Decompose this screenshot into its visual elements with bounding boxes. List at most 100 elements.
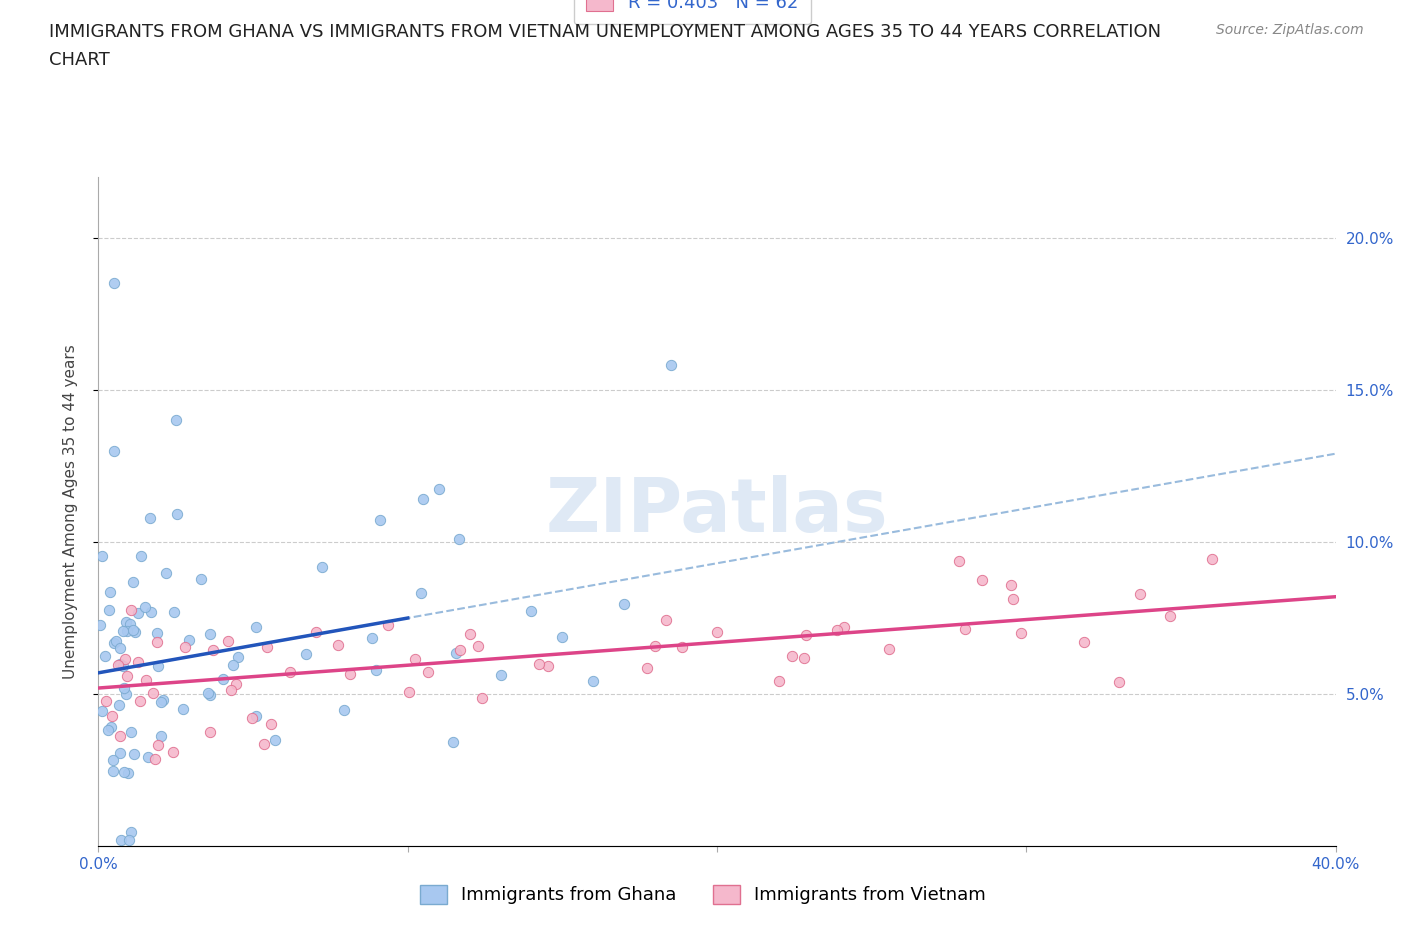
Point: [172, 701, 194, 716]
Point: [260, 717, 283, 732]
Y-axis label: Unemployment Among Ages 35 to 44 years: Unemployment Among Ages 35 to 44 years: [63, 344, 77, 679]
Point: [200, 725, 222, 740]
Point: [671, 639, 693, 654]
Point: [1010, 625, 1032, 640]
Point: [103, 752, 125, 767]
Point: [242, 711, 264, 725]
Point: [219, 683, 242, 698]
Point: [582, 673, 605, 688]
Point: [134, 600, 156, 615]
Point: [953, 621, 976, 636]
Point: [636, 661, 658, 676]
Point: [256, 639, 278, 654]
Point: [793, 650, 815, 665]
Point: [441, 734, 464, 749]
Point: [124, 624, 146, 639]
Point: [127, 655, 149, 670]
Point: [135, 672, 157, 687]
Point: [162, 745, 184, 760]
Point: [398, 685, 420, 700]
Point: [104, 633, 127, 648]
Point: [118, 617, 141, 631]
Point: [108, 657, 131, 671]
Point: [115, 624, 138, 639]
Point: [103, 276, 125, 291]
Point: [107, 698, 129, 712]
Point: [295, 646, 318, 661]
Point: [360, 631, 382, 645]
Point: [120, 825, 142, 840]
Point: [107, 658, 129, 672]
Point: [94, 649, 117, 664]
Point: [103, 636, 125, 651]
Point: [163, 604, 186, 619]
Point: [364, 663, 387, 678]
Text: ZIPatlas: ZIPatlas: [546, 475, 889, 548]
Point: [108, 746, 131, 761]
Point: [211, 671, 233, 686]
Point: [98, 584, 121, 599]
Point: [141, 604, 163, 619]
Point: [948, 553, 970, 568]
Legend: Immigrants from Ghana, Immigrants from Vietnam: Immigrants from Ghana, Immigrants from V…: [412, 878, 994, 911]
Point: [177, 632, 200, 647]
Point: [706, 625, 728, 640]
Point: [222, 658, 245, 672]
Point: [245, 709, 267, 724]
Point: [129, 694, 152, 709]
Point: [152, 693, 174, 708]
Point: [89, 618, 111, 632]
Point: [155, 565, 177, 580]
Point: [112, 624, 135, 639]
Point: [1201, 551, 1223, 566]
Point: [115, 615, 138, 630]
Point: [124, 747, 146, 762]
Point: [146, 737, 169, 752]
Point: [780, 648, 803, 663]
Point: [551, 630, 574, 644]
Point: [225, 677, 247, 692]
Point: [339, 667, 361, 682]
Point: [117, 765, 139, 780]
Point: [449, 643, 471, 658]
Point: [217, 634, 239, 649]
Point: [253, 737, 276, 751]
Point: [165, 413, 187, 428]
Point: [103, 444, 125, 458]
Point: [655, 613, 678, 628]
Point: [146, 658, 169, 673]
Point: [1108, 674, 1130, 689]
Legend: R = 0.140   N = 80, R = 0.403   N = 62: R = 0.140 N = 80, R = 0.403 N = 62: [574, 0, 811, 24]
Point: [536, 658, 558, 673]
Point: [90, 704, 112, 719]
Point: [404, 652, 426, 667]
Point: [768, 673, 790, 688]
Point: [444, 645, 467, 660]
Point: [201, 643, 224, 658]
Point: [527, 657, 550, 671]
Point: [129, 549, 152, 564]
Point: [110, 832, 132, 847]
Point: [1000, 578, 1022, 592]
Point: [138, 511, 160, 525]
Point: [115, 669, 138, 684]
Point: [1073, 635, 1095, 650]
Point: [101, 764, 124, 778]
Point: [198, 626, 221, 641]
Point: [264, 733, 287, 748]
Point: [226, 650, 249, 665]
Point: [659, 357, 682, 372]
Point: [108, 729, 131, 744]
Point: [121, 623, 143, 638]
Point: [101, 709, 124, 724]
Point: [458, 626, 481, 641]
Point: [197, 685, 219, 700]
Point: [100, 720, 122, 735]
Point: [467, 638, 489, 653]
Point: [120, 603, 142, 618]
Point: [112, 681, 135, 696]
Point: [1001, 591, 1024, 606]
Point: [644, 639, 666, 654]
Point: [427, 481, 450, 496]
Point: [198, 687, 221, 702]
